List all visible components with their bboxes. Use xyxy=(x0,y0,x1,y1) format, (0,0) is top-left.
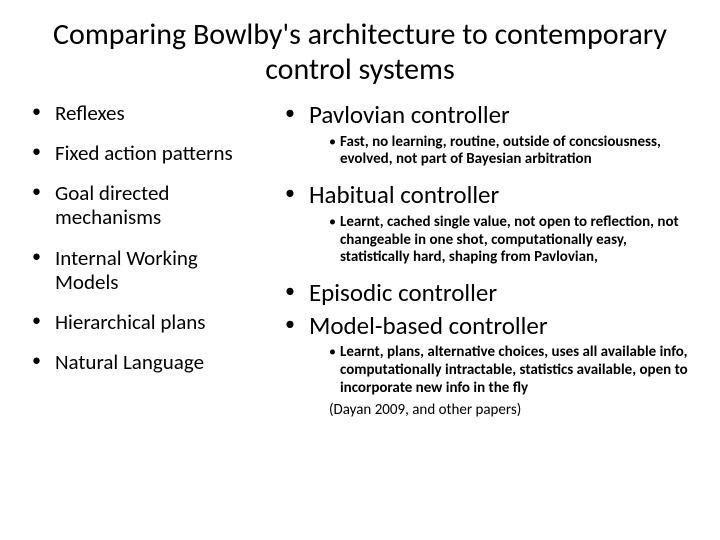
sub-item: • Learnt, cached single value, not open … xyxy=(329,214,692,267)
list-item: • Pavlovian controller xyxy=(281,101,692,130)
bullet-text: Internal Working Models xyxy=(55,246,263,294)
bullet-icon: • xyxy=(32,350,41,372)
bullet-icon: • xyxy=(285,101,295,125)
bullet-icon: • xyxy=(32,141,41,163)
bullet-text: Model-based controller xyxy=(309,312,548,341)
bullet-icon: • xyxy=(32,101,41,123)
sub-block: • Fast, no learning, routine, outside of… xyxy=(329,134,692,169)
bullet-icon: • xyxy=(32,181,41,203)
list-item: • Natural Language xyxy=(28,350,263,374)
bullet-text: Reflexes xyxy=(55,101,125,125)
slide-title: Comparing Bowlby's architecture to conte… xyxy=(28,18,692,87)
sub-block: • Learnt, plans, alternative choices, us… xyxy=(329,344,692,419)
list-item: • Episodic controller xyxy=(281,279,692,308)
list-item: • Reflexes xyxy=(28,101,263,125)
bullet-icon: • xyxy=(329,214,336,231)
content-columns: • Reflexes • Fixed action patterns • Goa… xyxy=(28,101,692,431)
sub-text: Fast, no learning, routine, outside of c… xyxy=(340,134,692,169)
list-item: • Habitual controller xyxy=(281,181,692,210)
list-item: • Internal Working Models xyxy=(28,246,263,294)
list-item: • Fixed action patterns xyxy=(28,141,263,165)
bullet-icon: • xyxy=(32,246,41,268)
sub-item: • Fast, no learning, routine, outside of… xyxy=(329,134,692,169)
list-item: • Goal directed mechanisms xyxy=(28,181,263,229)
bullet-icon: • xyxy=(285,312,295,336)
sub-text: Learnt, cached single value, not open to… xyxy=(340,214,692,267)
bullet-icon: • xyxy=(32,310,41,332)
bullet-icon: • xyxy=(285,279,295,303)
list-item: • Hierarchical plans xyxy=(28,310,263,334)
bullet-text: Habitual controller xyxy=(309,181,499,210)
bullet-text: Natural Language xyxy=(55,350,204,374)
sub-text: Learnt, plans, alternative choices, uses… xyxy=(340,344,692,397)
right-column: • Pavlovian controller • Fast, no learni… xyxy=(281,101,692,431)
bullet-icon: • xyxy=(285,181,295,205)
bullet-icon: • xyxy=(329,134,336,151)
bullet-text: Hierarchical plans xyxy=(55,310,206,334)
bullet-text: Fixed action patterns xyxy=(55,141,233,165)
bullet-text: Goal directed mechanisms xyxy=(55,181,263,229)
sub-block: • Learnt, cached single value, not open … xyxy=(329,214,692,267)
bullet-text: Pavlovian controller xyxy=(309,101,510,130)
citation-text: (Dayan 2009, and other papers) xyxy=(329,402,692,420)
bullet-icon: • xyxy=(329,344,336,361)
sub-item: • Learnt, plans, alternative choices, us… xyxy=(329,344,692,397)
bullet-text: Episodic controller xyxy=(309,279,497,308)
left-column: • Reflexes • Fixed action patterns • Goa… xyxy=(28,101,263,431)
list-item: • Model-based controller xyxy=(281,312,692,341)
